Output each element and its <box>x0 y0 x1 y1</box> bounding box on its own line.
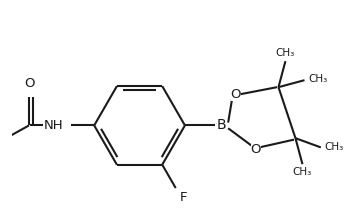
Text: F: F <box>180 191 188 204</box>
Text: NH: NH <box>43 119 63 132</box>
Text: O: O <box>24 77 34 90</box>
Text: O: O <box>231 88 241 101</box>
Text: CH₃: CH₃ <box>276 48 295 58</box>
Text: CH₃: CH₃ <box>308 74 327 84</box>
Text: O: O <box>251 143 261 156</box>
Text: CH₃: CH₃ <box>293 167 312 177</box>
Text: CH₃: CH₃ <box>324 142 344 152</box>
Text: B: B <box>217 118 226 132</box>
